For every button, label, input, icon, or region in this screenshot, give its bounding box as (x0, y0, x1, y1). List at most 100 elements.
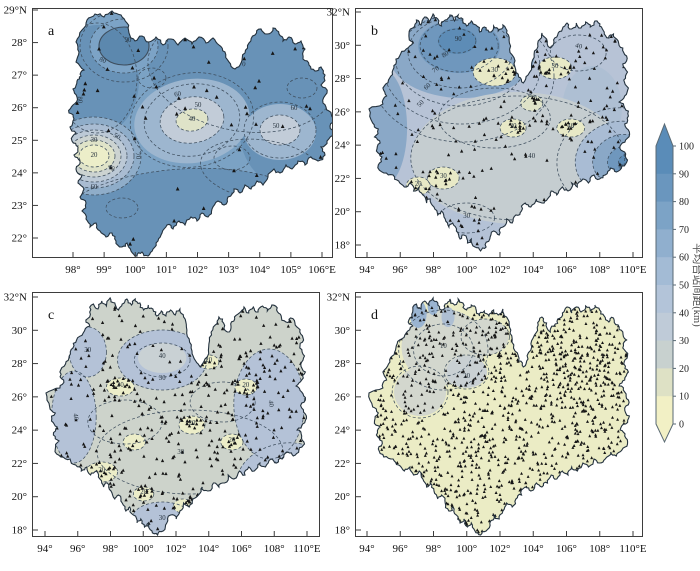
contour-line (143, 83, 241, 157)
contour-line (178, 415, 206, 435)
map-area: 60 50 40 30 40 20 20 20 20 30 40 30 20 20 30 20 (45, 296, 308, 537)
contour-label: 20 (117, 382, 124, 389)
x-tick-label: 102° (187, 264, 208, 276)
x-tick-label: 94° (359, 264, 374, 276)
contour-label: 40 (189, 116, 196, 123)
contour-label: 20 (229, 437, 236, 444)
contour-label: 30 (159, 375, 166, 382)
y-tick-label: 30° (335, 40, 350, 52)
colorbar-tick-label: 40 (679, 308, 689, 319)
x-tick-label: 100° (125, 264, 146, 276)
contour-line (520, 94, 544, 112)
contour-label: 70 (134, 152, 142, 160)
colorbar-tick-label: 30 (679, 336, 689, 347)
contour-label: 30 (463, 213, 470, 220)
y-tick-label: 26° (12, 391, 27, 403)
contour-line (133, 342, 191, 378)
contour-label: 40 (159, 353, 166, 360)
contour-zone (394, 368, 447, 416)
x-tick-label: 106° (231, 543, 252, 555)
contour-label: 40 (567, 123, 574, 130)
contour-label: 30 (552, 63, 559, 70)
contour-label: 40 (72, 413, 80, 421)
contour-line (243, 101, 317, 159)
x-tick-label: 108° (264, 543, 285, 555)
contour-label: 20 (98, 467, 105, 474)
contour-label: 60 (179, 231, 186, 238)
contour-label: 60 (174, 90, 183, 98)
contour-label: 80 (441, 50, 451, 60)
x-tick-label: 94° (37, 543, 52, 555)
contour-line (427, 166, 460, 190)
contour-line (443, 354, 490, 390)
y-tick-label: 25° (12, 135, 27, 147)
contour-label: 90 (125, 37, 132, 44)
contour-label: 30 (440, 173, 447, 180)
region-outline (368, 296, 631, 536)
contour-zone (437, 28, 477, 54)
contour-line (68, 134, 122, 178)
contour-zone (51, 371, 97, 463)
map-area: 90 80 80 70 70 60 60 60 60 50 50 40 30 20 40 50 60 70 (68, 10, 333, 257)
contour-line (556, 118, 586, 138)
panel-frame (355, 292, 643, 537)
contour-line (438, 28, 477, 54)
contour-line (89, 18, 159, 74)
x-tick-label: 110°E (619, 543, 646, 555)
contour-label: 50 (584, 186, 594, 196)
contour-zone (234, 379, 258, 395)
contour-label: 90 (624, 155, 634, 165)
x-tick-label: 106°E (308, 264, 336, 276)
x-tick-label: 102° (166, 543, 187, 555)
contour-label: 80 (76, 96, 84, 104)
contour-label: 70 (153, 27, 160, 34)
contour-zone (176, 108, 208, 132)
contour-line (68, 116, 142, 196)
contour-label: 50 (416, 99, 426, 109)
contour-line (213, 145, 251, 171)
contour-label: 20 (463, 373, 470, 380)
y-tick-label: 20° (335, 491, 350, 503)
contour-label: 10 (440, 343, 447, 350)
contour-label: 70 (238, 61, 246, 69)
contour-label: 60 (91, 184, 98, 191)
colorbar-segment (656, 312, 673, 342)
x-tick-label: 104° (249, 264, 270, 276)
contour-zone (446, 356, 488, 388)
y-tick-label: 18° (335, 240, 350, 252)
y-tick-label: 24° (12, 425, 27, 437)
contour-line (383, 14, 541, 125)
colorbar-segment (656, 173, 673, 203)
y-tick-label: 22° (335, 458, 350, 470)
contour-label: 40 (574, 42, 583, 51)
y-tick-label: 18° (335, 525, 350, 537)
colorbar-arrow-top (656, 124, 673, 146)
x-tick-label: 108° (589, 543, 610, 555)
y-tick-label: 24° (12, 167, 27, 179)
contour-line (419, 19, 499, 73)
colorbar-segment (656, 229, 673, 258)
contour-label: 20 (205, 357, 212, 364)
region-outline (368, 12, 631, 252)
contour-label: 30 (91, 137, 98, 144)
contour-label: 80 (98, 56, 108, 65)
contour-line (410, 95, 626, 221)
contour-label: 20 (415, 181, 422, 188)
x-tick-label: 101° (156, 264, 177, 276)
colorbar-segment (656, 285, 673, 314)
contour-label: 40 (106, 163, 116, 173)
map-area: 10 20 (368, 296, 631, 536)
y-tick-label: 23° (12, 200, 27, 212)
panel-letter: c (48, 308, 54, 323)
colorbar-segment (656, 368, 673, 397)
panel-letter: d (371, 308, 378, 323)
colorbar-tick-label: 90 (679, 169, 689, 180)
station-markers (49, 305, 306, 531)
y-tick-label: 18° (12, 525, 27, 537)
contour-label: 70 (608, 171, 618, 181)
contour-line (137, 67, 167, 89)
